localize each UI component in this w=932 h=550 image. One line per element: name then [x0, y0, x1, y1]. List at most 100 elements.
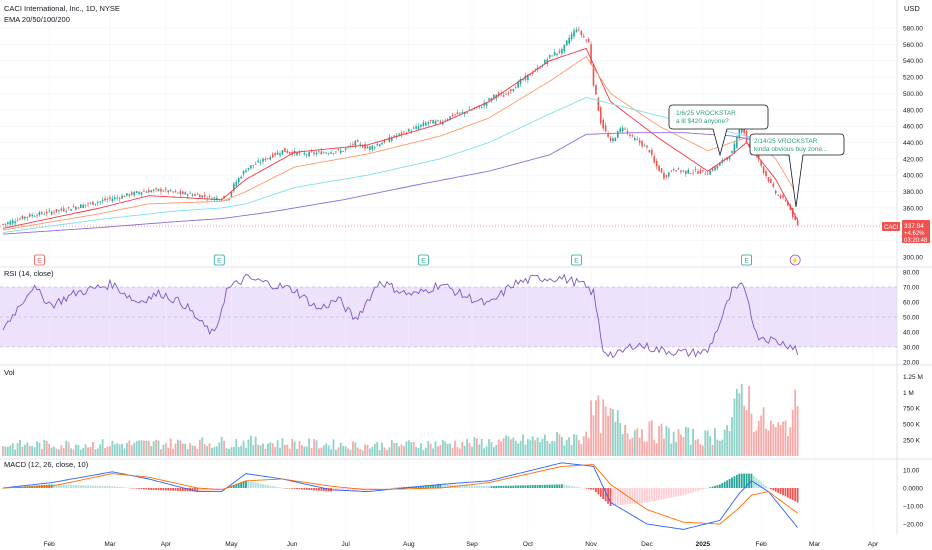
ema-200-line [2, 132, 798, 235]
earnings-badge-icon[interactable] [741, 254, 752, 266]
candle-body [92, 201, 94, 205]
macd-histogram-bar [274, 486, 277, 488]
candle-body [497, 92, 500, 95]
time-tick-label: Jun [287, 541, 298, 548]
candle-body [60, 208, 63, 211]
volume-bar [2, 446, 4, 456]
candle-body [386, 139, 388, 141]
candle-body [276, 152, 279, 155]
macd-histogram-bar [619, 488, 622, 506]
volume-bar [614, 421, 617, 456]
candle-body [529, 74, 532, 76]
candle-body [99, 201, 101, 203]
annotation-callout-1[interactable]: 1/6/25 VROCKSTAR a lil $420 anyone? [668, 104, 769, 157]
macd-histogram-bar [366, 488, 369, 490]
volume-bar [760, 415, 763, 456]
candle-body [412, 127, 415, 129]
volume-bar [361, 450, 364, 456]
volume-bar [638, 437, 641, 456]
volume-bar [624, 424, 626, 456]
macd-histogram-bar [378, 488, 381, 489]
macd-histogram-bar [437, 484, 439, 488]
time-axis[interactable]: Feb Mar Apr May Jun Jul Aug Sep Oct Nov Dec 2025 Feb… [44, 541, 879, 548]
candle-body [665, 175, 668, 177]
candle-body [638, 140, 641, 143]
macd-histogram-bar [208, 488, 211, 491]
volume-title[interactable]: Vol [4, 368, 15, 377]
candle-body [563, 44, 566, 52]
volume-bar [237, 447, 240, 456]
volume-bar [140, 440, 143, 456]
volume-bar [546, 440, 549, 456]
symbol-title[interactable]: CACI International, Inc., 1D, NYSE [4, 4, 120, 13]
candle-body [118, 198, 121, 199]
volume-bar [427, 440, 430, 456]
currency-label[interactable]: USD [904, 4, 920, 13]
candle-body [595, 84, 597, 95]
volume-bar [711, 444, 714, 456]
macd-histogram-bar [777, 488, 780, 493]
volume-bar [123, 448, 126, 456]
macd-histogram-bar [82, 485, 85, 488]
earnings-badge-icon[interactable] [34, 254, 45, 266]
event-badge-label: E [421, 258, 426, 265]
macd-histogram-bar [145, 488, 148, 490]
volume-bar [706, 430, 709, 456]
volume-bar [232, 446, 235, 456]
price-tick-label: 380.00 [903, 189, 923, 196]
volume-bar [441, 440, 444, 456]
annotation-callout-2[interactable]: 2/14/25 VROCKSTAR kinda obvious buy zone… [749, 133, 845, 208]
macd-title[interactable]: MACD (12, 26, close, 10) [4, 460, 89, 469]
macd-histogram-bar [60, 484, 63, 488]
candle-body [332, 153, 335, 155]
volume-bar [213, 446, 216, 456]
current-price-label[interactable]: CACI 337.84 +4.62% 03:20:48 [882, 220, 930, 244]
earnings-badge-icon[interactable] [417, 254, 429, 266]
candle-body [7, 222, 9, 224]
volume-bar [121, 443, 123, 456]
candle-body [288, 151, 291, 154]
macd-histogram-bar [169, 488, 172, 491]
macd-histogram-bar [347, 488, 349, 491]
candle-body [337, 149, 340, 150]
volume-bar [578, 440, 580, 456]
volume-bar [573, 434, 575, 456]
earnings-badge-icon[interactable] [213, 254, 225, 266]
last-price: 337.84 [904, 223, 924, 230]
candle-body [235, 181, 238, 187]
candle-body [697, 171, 699, 174]
rsi-title[interactable]: RSI (14, close) [4, 269, 54, 278]
dividend-split-icon[interactable] [789, 254, 801, 266]
volume-bar [130, 445, 133, 456]
candle-body [247, 167, 250, 170]
candle-body [308, 151, 310, 157]
volume-bar [718, 440, 721, 456]
volume-bar [381, 442, 383, 456]
candle-body [422, 122, 425, 126]
macd-histogram-bar [592, 488, 595, 490]
candle-body [388, 136, 391, 143]
earnings-badge-icon[interactable] [571, 254, 582, 266]
macd-histogram-bar [551, 484, 554, 488]
event-badges[interactable]: E E E E E ⚡ [34, 254, 801, 266]
candle-body [507, 93, 510, 95]
indicator-legend[interactable]: EMA 20/50/100/200 [4, 15, 70, 24]
volume-bar [308, 438, 311, 456]
candle-body [106, 199, 109, 201]
macd-histogram-bar [718, 484, 721, 488]
macd-histogram-bar [101, 485, 104, 488]
volume-bar [211, 447, 213, 456]
candle-body [454, 114, 456, 116]
candle-body [62, 208, 65, 212]
volume-bar [495, 444, 498, 456]
candle-body [31, 214, 33, 217]
macd-histogram-bar [507, 485, 510, 488]
candle-body [706, 173, 709, 175]
volume-bar [646, 441, 648, 456]
price-axis[interactable]: 580.00 560.00 540.00 520.00 500.00 480.00 460.… [903, 26, 923, 529]
macd-histogram-bar [325, 488, 328, 492]
volume-bar [752, 432, 755, 456]
volume-bar [454, 440, 456, 456]
volume-bar [631, 437, 634, 456]
